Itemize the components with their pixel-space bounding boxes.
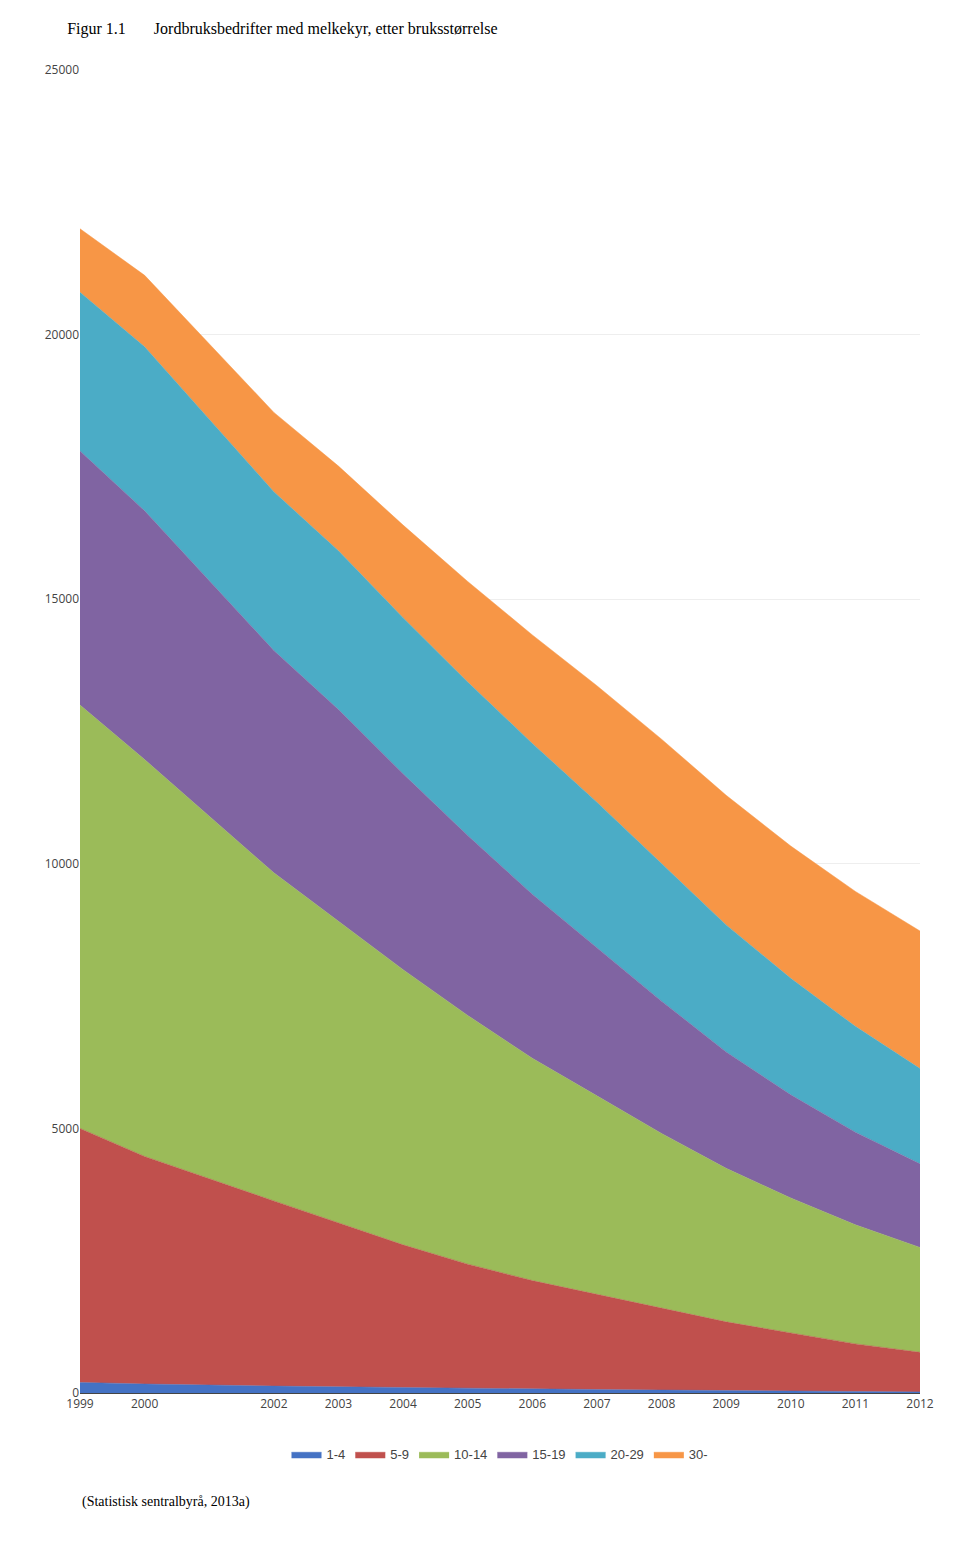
svg-text:0: 0 bbox=[72, 1384, 79, 1401]
svg-text:2010: 2010 bbox=[777, 1395, 805, 1412]
svg-text:1999: 1999 bbox=[66, 1395, 94, 1412]
svg-text:15000: 15000 bbox=[45, 590, 79, 607]
svg-text:2003: 2003 bbox=[325, 1395, 353, 1412]
svg-text:10-14: 10-14 bbox=[454, 1447, 487, 1462]
svg-text:2009: 2009 bbox=[712, 1395, 740, 1412]
svg-text:20000: 20000 bbox=[45, 326, 79, 343]
svg-text:2011: 2011 bbox=[842, 1395, 869, 1412]
svg-text:2000: 2000 bbox=[131, 1395, 159, 1412]
svg-text:(Statistisk sentralbyrå, 2013a: (Statistisk sentralbyrå, 2013a) bbox=[82, 1494, 250, 1510]
svg-text:2004: 2004 bbox=[389, 1395, 417, 1412]
svg-text:5000: 5000 bbox=[52, 1120, 80, 1137]
svg-text:25000: 25000 bbox=[45, 61, 79, 78]
svg-text:20-29: 20-29 bbox=[611, 1447, 644, 1462]
svg-text:2012: 2012 bbox=[906, 1395, 934, 1412]
svg-text:2006: 2006 bbox=[519, 1395, 547, 1412]
svg-text:2007: 2007 bbox=[583, 1395, 611, 1412]
svg-text:2002: 2002 bbox=[260, 1395, 288, 1412]
svg-text:15-19: 15-19 bbox=[532, 1447, 565, 1462]
svg-text:2008: 2008 bbox=[648, 1395, 676, 1412]
svg-text:Figur 1.1 Jordbruksbedri: Figur 1.1 Jordbruksbedrifter med melkeky… bbox=[67, 20, 497, 38]
svg-text:1-4: 1-4 bbox=[327, 1447, 346, 1462]
svg-text:2005: 2005 bbox=[454, 1395, 482, 1412]
svg-text:10000: 10000 bbox=[45, 855, 79, 872]
svg-text:5-9: 5-9 bbox=[390, 1447, 409, 1462]
svg-text:30-: 30- bbox=[689, 1447, 708, 1462]
